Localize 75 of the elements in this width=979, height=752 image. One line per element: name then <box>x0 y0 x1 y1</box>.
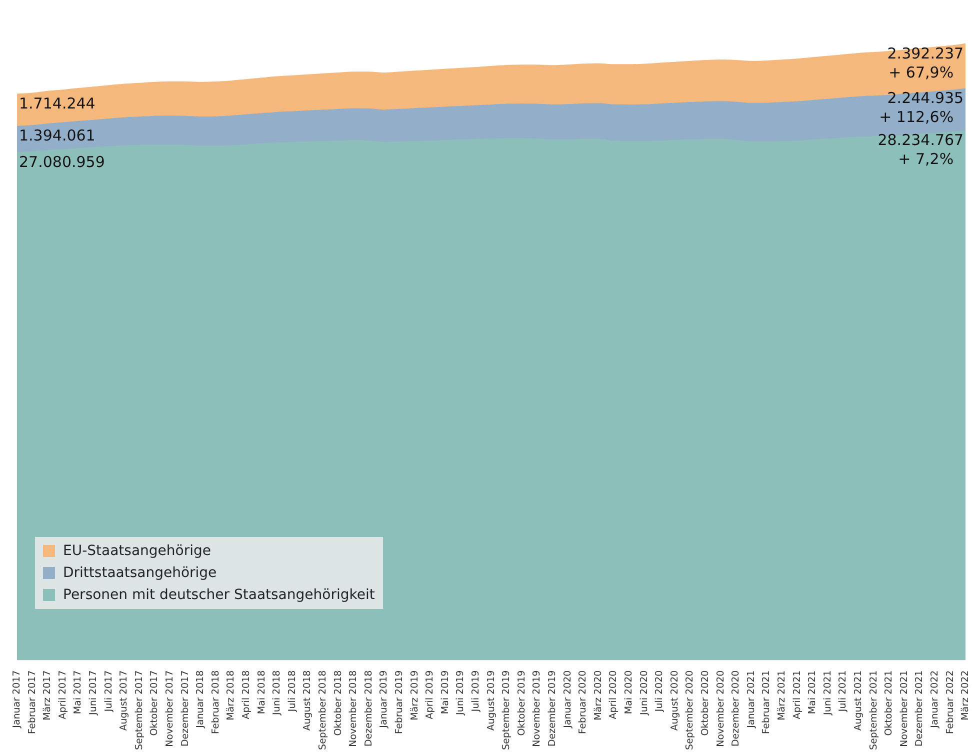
x-tick-label: Juni 2021 <box>822 670 834 716</box>
data-label: 28.234.767 <box>878 131 964 150</box>
x-tick-label: Juli 2020 <box>654 670 666 713</box>
x-tick-label: Januar 2018 <box>195 670 206 729</box>
x-tick-label: Oktober 2019 <box>516 670 528 736</box>
annotation: + 67,9% <box>888 63 954 82</box>
x-tick-label: März 2019 <box>409 670 420 720</box>
x-tick-label: März 2017 <box>42 670 54 720</box>
data-label: 27.080.959 <box>19 152 105 171</box>
x-tick-label: Juni 2017 <box>88 670 99 716</box>
x-tick-label: Juni 2018 <box>272 670 283 716</box>
data-label: 1.714.244 <box>19 94 96 113</box>
legend-label: Drittstaatsangehörige <box>63 565 217 581</box>
x-tick-label: September 2019 <box>501 670 512 750</box>
annotation: + 7,2% <box>898 150 954 168</box>
x-tick-label: Dezember 2018 <box>363 670 374 747</box>
data-label: 1.394.061 <box>19 126 96 145</box>
x-tick-label: März 2018 <box>226 670 237 720</box>
x-tick-label: Januar 2017 <box>11 670 22 729</box>
x-tick-label: Juli 2018 <box>286 670 298 713</box>
x-tick-label: November 2019 <box>532 670 543 747</box>
x-tick-label: Mai 2019 <box>440 670 451 714</box>
x-tick-label: Juni 2019 <box>455 670 466 716</box>
x-tick-label: September 2021 <box>868 670 880 750</box>
x-tick-label: Juni 2020 <box>638 670 650 716</box>
x-tick-label: Januar 2019 <box>378 670 390 729</box>
legend-label: Personen mit deutscher Staatsangehörigkeit <box>63 587 375 603</box>
x-tick-label: Januar 2021 <box>746 670 757 729</box>
x-tick-label: Juli 2019 <box>470 670 482 713</box>
legend-label: EU-Staatsangehörige <box>63 543 211 559</box>
x-tick-label: Januar 2020 <box>562 670 574 729</box>
x-tick-label: August 2021 <box>852 670 864 731</box>
x-tick-label: Februar 2021 <box>761 670 772 734</box>
x-tick-label: September 2017 <box>134 670 145 750</box>
x-tick-label: April 2018 <box>240 670 252 720</box>
x-tick-label: Februar 2018 <box>210 670 222 734</box>
x-tick-label: August 2018 <box>302 670 314 731</box>
x-tick-label: Oktober 2020 <box>700 670 711 736</box>
x-tick-label: Dezember 2020 <box>730 670 742 747</box>
x-tick-label: September 2018 <box>317 670 328 750</box>
x-tick-label: August 2020 <box>669 670 680 731</box>
x-tick-label: August 2019 <box>486 670 497 731</box>
x-tick-label: Mai 2017 <box>72 670 84 714</box>
x-tick-label: April 2017 <box>57 670 68 720</box>
x-tick-label: Oktober 2021 <box>884 670 895 736</box>
x-tick-label: Februar 2017 <box>26 670 38 734</box>
annotation: + 112,6% <box>879 108 954 126</box>
x-tick-label: November 2018 <box>348 670 360 747</box>
x-tick-label: Oktober 2018 <box>332 670 344 736</box>
x-tick-label: September 2020 <box>684 670 696 750</box>
x-tick-label: Februar 2019 <box>394 670 405 734</box>
x-tick-label: November 2017 <box>164 670 176 747</box>
x-tick-label: Mai 2021 <box>807 670 818 714</box>
x-tick-label: Oktober 2017 <box>149 670 160 736</box>
x-tick-label: November 2021 <box>898 670 910 747</box>
data-label: 2.392.237 <box>887 44 964 62</box>
x-tick-label: November 2020 <box>715 670 726 747</box>
x-tick-label: März 2021 <box>776 670 788 720</box>
x-tick-label: Juli 2017 <box>103 670 114 713</box>
x-tick-label: Juli 2021 <box>838 670 849 713</box>
x-tick-label: Februar 2022 <box>944 670 956 734</box>
x-tick-label: Dezember 2021 <box>914 670 926 747</box>
x-tick-label: Dezember 2017 <box>180 670 191 747</box>
x-tick-label: April 2020 <box>608 670 620 720</box>
x-tick-label: Mai 2018 <box>256 670 268 714</box>
x-tick-label: August 2017 <box>118 670 130 731</box>
x-tick-label: Dezember 2019 <box>546 670 558 747</box>
x-tick-label: Februar 2020 <box>578 670 589 734</box>
x-tick-label: Januar 2022 <box>929 670 940 729</box>
x-tick-label: März 2020 <box>592 670 604 720</box>
x-tick-label: April 2021 <box>792 670 803 720</box>
x-tick-label: März 2022 <box>960 670 972 720</box>
data-label: 2.244.935 <box>887 89 964 108</box>
x-tick-label: Mai 2020 <box>623 670 634 714</box>
x-tick-label: April 2019 <box>424 670 436 720</box>
